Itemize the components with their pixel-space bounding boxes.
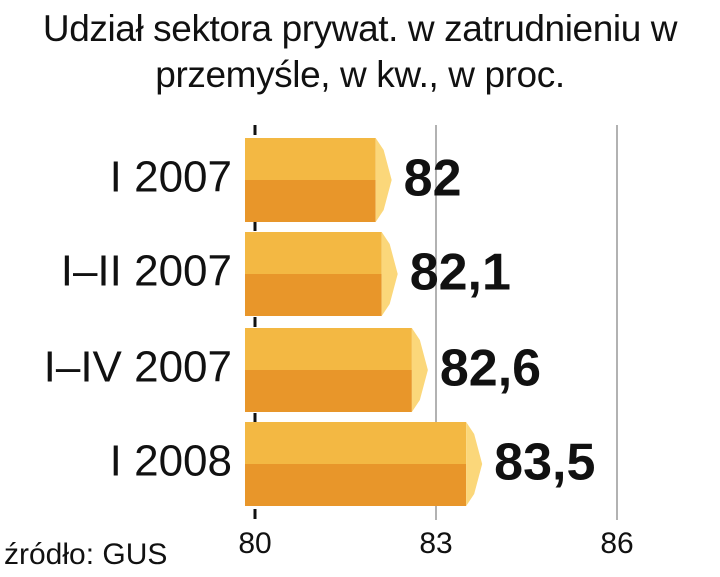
y-tick-label: I–IV 2007 [44,343,232,392]
x-tick-label: 80 [238,527,271,560]
y-tick-label: I–II 2007 [61,247,232,296]
source: źródło: GUS [4,538,167,571]
value-label: 82,1 [410,244,511,302]
bar [245,138,392,222]
bar-tip [411,328,428,412]
value-label: 82 [404,150,462,208]
bar-bottom [245,274,382,316]
bar-top [245,138,376,180]
y-tick-label: I 2008 [110,437,232,486]
chart-title: Udział sektora prywat. w zatrudnieniu w … [42,8,678,95]
bar-tip [381,232,398,316]
bar-tip [375,138,392,222]
bar-top [245,328,412,370]
bar-bottom [245,180,376,222]
y-tick-label: I 2007 [110,153,232,202]
bar-tip [466,422,483,506]
bar-top [245,422,467,464]
x-tick-label: 86 [600,527,633,560]
bar [245,422,483,506]
bar [245,328,428,412]
bar-bottom [245,370,412,412]
bar [245,232,398,316]
value-label: 82,6 [440,340,541,398]
x-tick-label: 83 [419,527,452,560]
value-label: 83,5 [494,434,595,492]
bar-bottom [245,464,467,506]
bar-top [245,232,382,274]
